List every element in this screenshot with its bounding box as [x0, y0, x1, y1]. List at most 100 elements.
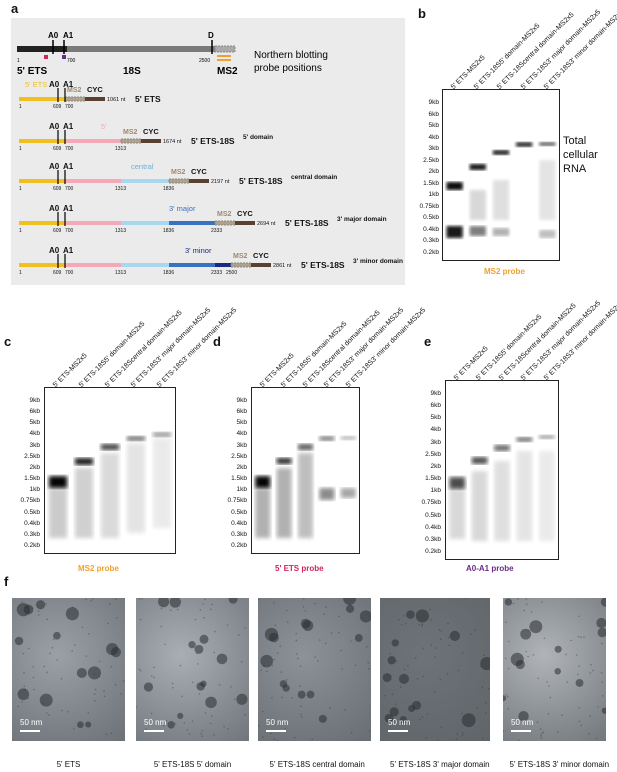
gel-e-bands — [449, 435, 555, 541]
grain — [46, 671, 48, 674]
grain — [455, 738, 458, 741]
grain — [285, 609, 288, 612]
grain — [114, 683, 117, 686]
grain — [23, 685, 26, 688]
grain — [23, 671, 25, 674]
grain — [94, 699, 96, 702]
grain — [138, 668, 141, 671]
grain — [349, 603, 352, 606]
grain — [461, 732, 464, 734]
grain — [595, 737, 598, 740]
grain — [527, 655, 529, 658]
particle — [110, 647, 122, 658]
grain — [404, 622, 407, 625]
grain — [160, 625, 162, 628]
particle — [35, 600, 46, 610]
grain — [201, 730, 203, 732]
grain — [93, 693, 96, 695]
grain — [540, 737, 543, 739]
gel-band — [492, 228, 510, 236]
grain — [570, 639, 572, 642]
svg-text:700: 700 — [65, 104, 74, 110]
construct-schematic: A0 A1 D 5' ETS 18S MS2 1 700 2500 Northe… — [17, 31, 403, 276]
particle — [461, 713, 476, 728]
grain — [296, 657, 299, 660]
ladder-tick: 0.2kb — [423, 249, 439, 256]
grain — [590, 663, 592, 666]
grain — [169, 609, 172, 612]
gel-band — [494, 461, 510, 541]
grain — [440, 630, 443, 632]
gel-band — [469, 164, 486, 170]
grain — [532, 654, 535, 656]
gel-band — [298, 453, 313, 538]
ladder-c: 9kb 6kb 5kb 4kb 3kb 2.5kb 2kb 1.5kb 1kb 0.75kb 0.5… — [16, 387, 40, 552]
ladder-tick: 0.2kb — [231, 542, 247, 549]
construct-row: A0 A1 5' MS2 CYC 1674 nt 5' ETS-18S 5' domain 1 6… — [19, 122, 273, 152]
grain — [93, 673, 95, 675]
grain — [456, 732, 458, 735]
grain — [51, 646, 54, 649]
ladder-tick: 6kb — [29, 408, 40, 416]
svg-text:probe positions: probe positions — [254, 63, 322, 74]
grain — [196, 652, 198, 655]
grain — [163, 724, 165, 727]
ladder-tick: 4kb — [29, 430, 40, 438]
grain — [280, 671, 283, 674]
gel-band — [446, 182, 463, 190]
grain — [120, 693, 122, 695]
ladder-tick: 1.5kb — [423, 179, 439, 187]
grain — [227, 728, 230, 730]
ladder-tick: 2.5kb — [24, 452, 40, 460]
svg-text:609: 609 — [53, 228, 62, 234]
grain — [447, 622, 449, 625]
grain — [324, 642, 327, 645]
svg-text:5' ETS-18S: 5' ETS-18S — [191, 136, 235, 146]
grain — [314, 602, 317, 605]
particle — [87, 666, 102, 680]
grain — [24, 688, 27, 691]
grain — [158, 598, 161, 600]
grain — [366, 646, 368, 648]
grain — [291, 697, 293, 699]
ladder-tick: 2.5kb — [231, 452, 247, 460]
svg-text:A1: A1 — [63, 122, 74, 131]
grain — [517, 739, 520, 741]
grain — [602, 707, 605, 710]
grain — [110, 732, 113, 735]
grain — [98, 660, 101, 663]
construct-row: A0 A1 central MS2 CYC 2197 nt 5' ETS-18S centra… — [19, 162, 337, 192]
svg-text:2333: 2333 — [211, 270, 222, 276]
em-micrograph: 50 nm — [380, 598, 490, 741]
grain — [416, 677, 419, 680]
gel-band — [126, 443, 146, 533]
gel-band — [276, 468, 292, 538]
grain — [527, 629, 529, 632]
gel-band — [492, 180, 510, 220]
grain — [506, 695, 509, 698]
gel-band — [48, 488, 68, 538]
particle — [194, 644, 204, 654]
grain — [200, 732, 202, 735]
grain — [592, 669, 594, 672]
grain — [580, 724, 582, 727]
grain — [81, 626, 84, 629]
grain — [144, 728, 147, 731]
grain — [481, 686, 484, 689]
particle — [39, 693, 53, 707]
gel-band — [449, 477, 466, 489]
grain — [578, 720, 581, 723]
ladder-tick: 6kb — [428, 110, 439, 118]
particle — [236, 693, 248, 705]
grain — [311, 738, 314, 741]
svg-text:2500: 2500 — [226, 270, 237, 276]
svg-text:MS2: MS2 — [217, 211, 232, 218]
grain — [74, 644, 76, 646]
grain — [323, 613, 325, 616]
particle — [415, 609, 429, 623]
grain — [295, 632, 297, 635]
particle — [16, 602, 31, 617]
em-micrograph: 50 nm — [136, 598, 249, 741]
scale-bar-line — [144, 730, 164, 732]
gel-band — [152, 432, 172, 437]
